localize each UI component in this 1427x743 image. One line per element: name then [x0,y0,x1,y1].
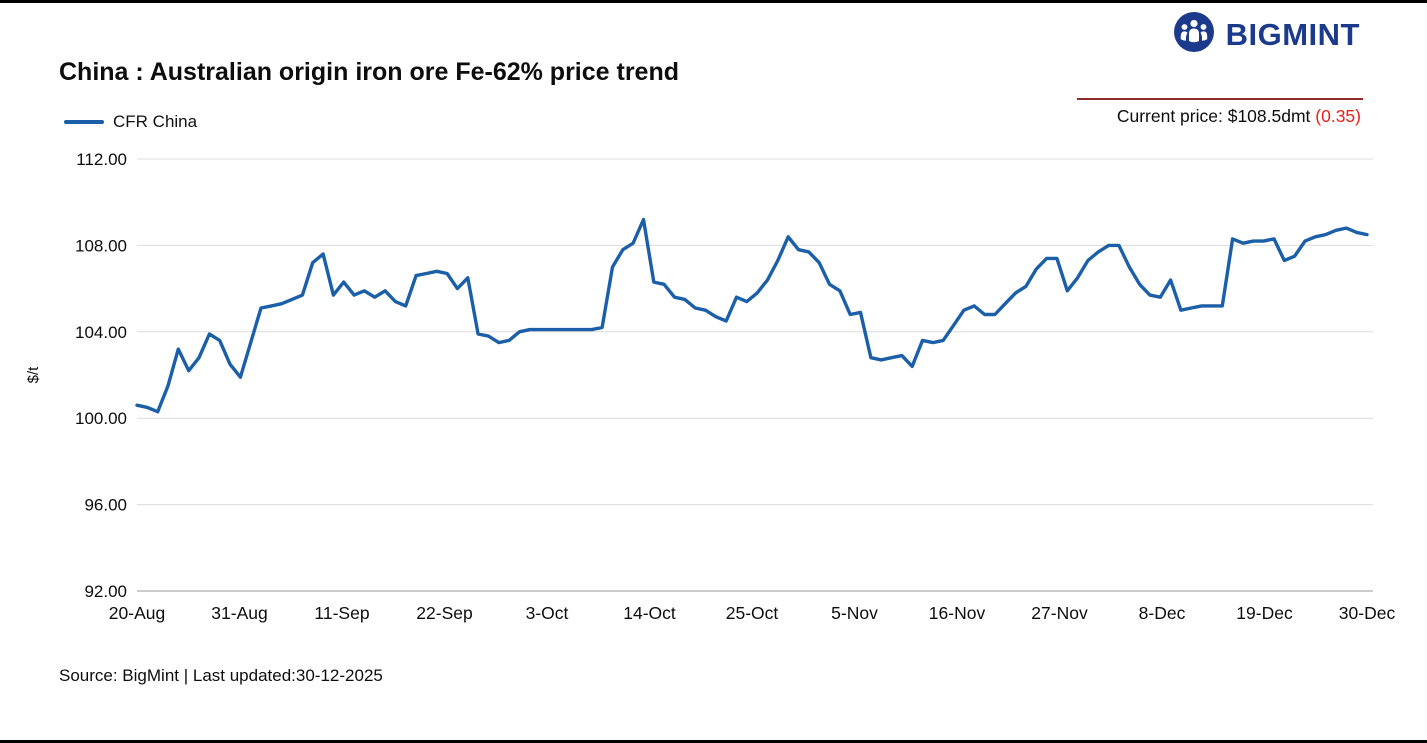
legend-line-swatch [64,120,104,124]
x-tick-label: 31-Aug [211,603,267,623]
price-chart: 112.00 108.00 104.00 100.00 96.00 92.00 20-Aug… [0,140,1427,660]
x-tick-label: 19-Dec [1236,603,1293,623]
x-tick-label: 5-Nov [831,603,878,623]
x-tick-label: 14-Oct [623,603,676,623]
x-tick-label: 16-Nov [929,603,986,623]
x-tick-label: 11-Sep [314,603,369,623]
x-tick-label: 22-Sep [416,603,472,623]
price-series-line [135,217,1369,414]
x-tick-label: 30-Dec [1339,603,1396,623]
current-price-divider [1077,98,1363,100]
y-tick-label: 92.00 [84,582,127,601]
y-tick-label: 104.00 [75,323,127,342]
legend-label: CFR China [113,112,198,131]
x-tick-label: 25-Oct [726,603,779,623]
y-tick-label: 112.00 [76,150,127,169]
chart-title: China : Australian origin iron ore Fe-62… [59,58,680,86]
source-note: Source: BigMint | Last updated:30-12-202… [59,666,383,685]
bigmint-logo-icon [1172,10,1216,59]
legend: CFR China [64,112,197,132]
y-tick-label: 108.00 [75,236,127,255]
y-tick-label: 96.00 [84,496,127,515]
brand-logo: BIGMINT [1172,10,1360,59]
current-price-change: (0.35) [1315,106,1361,126]
x-tick-label: 20-Aug [109,603,165,623]
price-chart-svg: 112.00 108.00 104.00 100.00 96.00 92.00 20-Aug… [25,150,1396,623]
y-tick-label: 100.00 [75,409,127,428]
current-price-text: Current price: $108.5dmt [1116,106,1316,126]
current-price: Current price: $108.5dmt (0.35) [1117,106,1361,127]
x-tick-label: 3-Oct [526,603,569,623]
bottom-border [0,740,1427,743]
x-tick-label: 27-Nov [1031,603,1088,623]
top-border [0,0,1427,3]
x-tick-label: 8-Dec [1139,603,1186,623]
y-axis-label: $/t [25,366,42,384]
brand-name: BIGMINT [1225,16,1360,52]
